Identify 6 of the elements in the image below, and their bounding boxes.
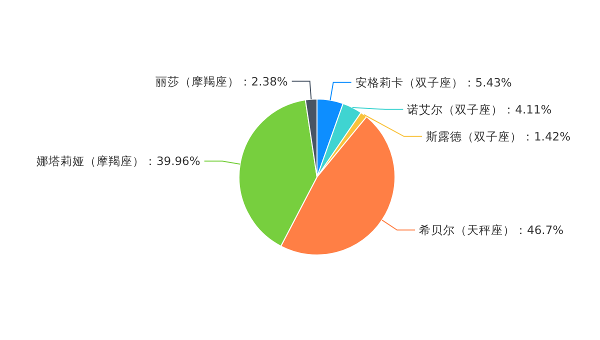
slice-label: 希贝尔（天秤座）：46.7% bbox=[419, 223, 564, 238]
slice-label: 诺艾尔（双子座）：4.11% bbox=[407, 102, 552, 116]
slice-label: 丽莎（摩羯座）：2.38% bbox=[155, 74, 288, 88]
slice-label: 娜塔莉娅（摩羯座）：39.96% bbox=[36, 154, 200, 168]
slice-label: 安格莉卡（双子座）：5.43% bbox=[355, 75, 512, 90]
slice-label: 斯露德（双子座）：1.42% bbox=[426, 129, 571, 144]
